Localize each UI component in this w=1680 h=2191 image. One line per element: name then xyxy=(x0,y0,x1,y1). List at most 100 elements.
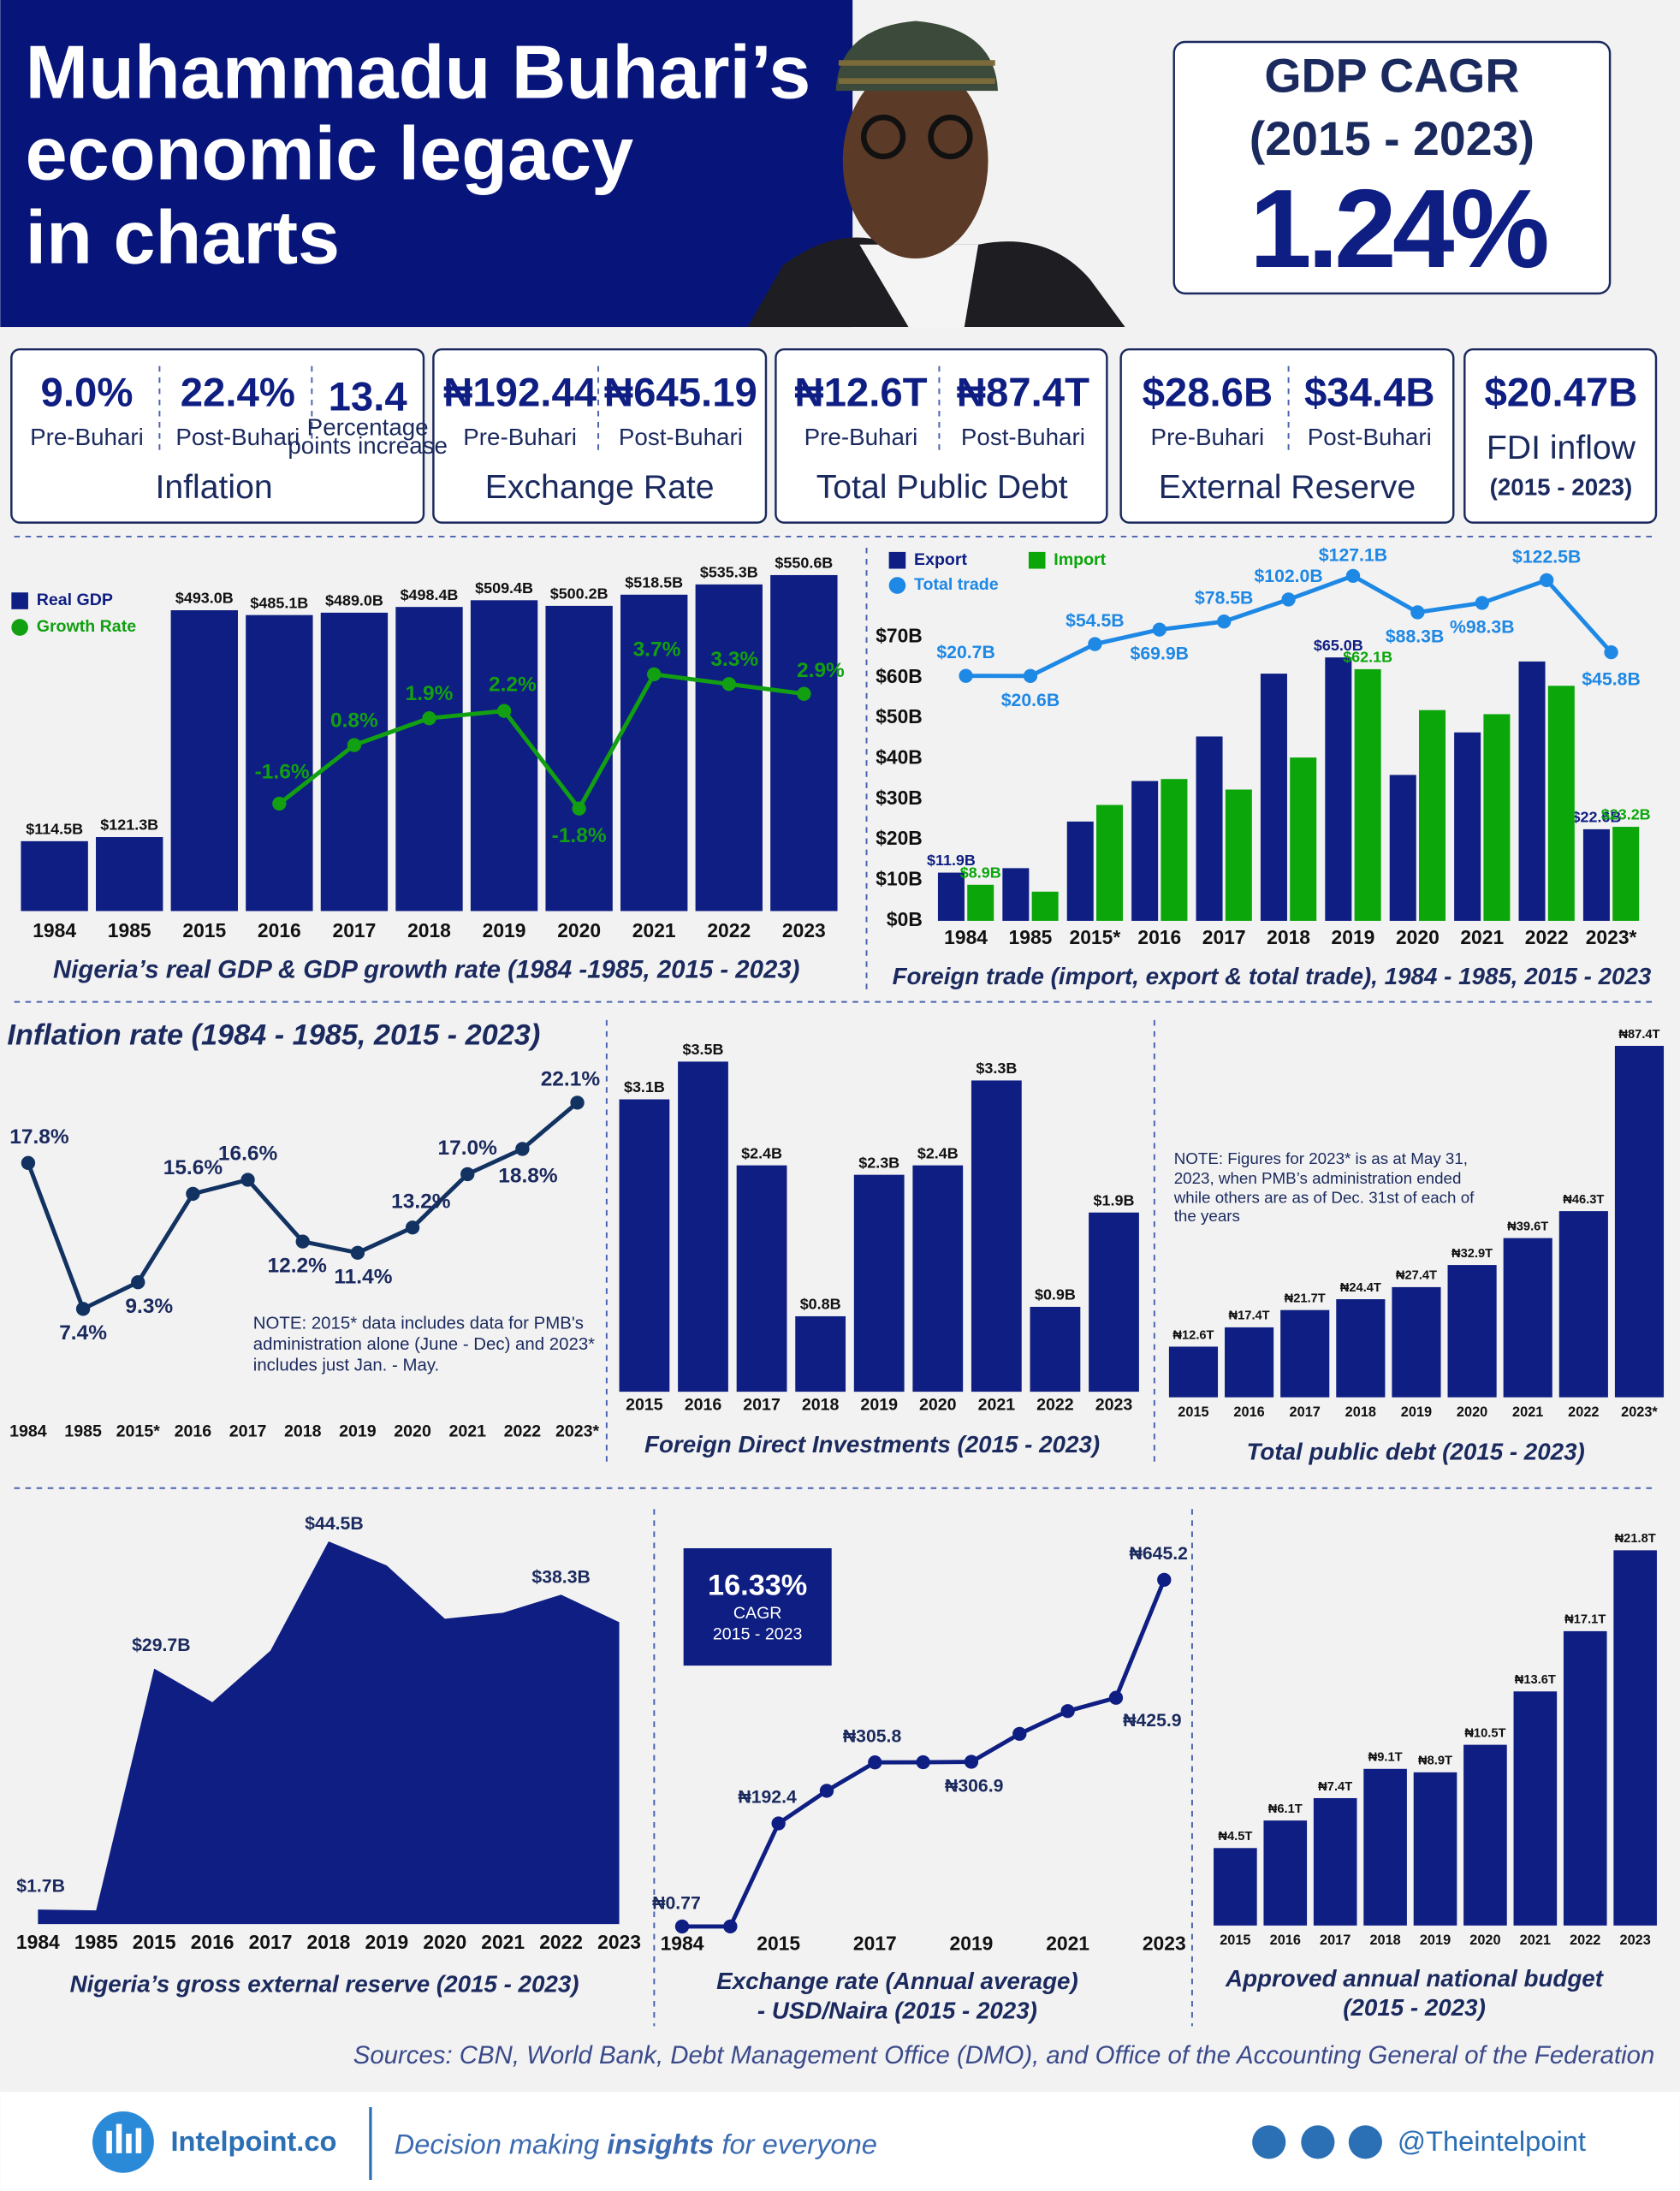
data-label: $122.5B xyxy=(1512,547,1581,567)
data-label: 3.3% xyxy=(710,648,758,671)
note: NOTE: 2015* data includes data for PMB's… xyxy=(252,1313,596,1375)
chart-title: - USD/Naira (2015 - 2023) xyxy=(757,1997,1037,2023)
bar xyxy=(1089,1212,1139,1392)
stat-divider xyxy=(158,365,1290,456)
data-label: $45.8B xyxy=(1582,669,1640,689)
data-label: -1.8% xyxy=(552,824,607,847)
x-tick-label: 2016 xyxy=(685,1396,722,1415)
data-label: $489.0B xyxy=(325,592,383,609)
data-label: $54.5B xyxy=(1066,611,1124,631)
data-label: ₦87.4T xyxy=(1618,1028,1659,1042)
x-tick-label: 2021 xyxy=(1520,1933,1551,1948)
point xyxy=(1152,622,1167,637)
x-tick-label: 2015 xyxy=(1178,1404,1208,1420)
legend-swatch xyxy=(888,551,906,569)
stat-value: $28.6B xyxy=(1143,371,1273,416)
point xyxy=(350,1245,365,1260)
bar xyxy=(1614,1046,1665,1398)
data-label: $1.9B xyxy=(1094,1191,1135,1208)
line xyxy=(277,672,804,811)
stat-label: Post-Buhari xyxy=(1308,424,1432,450)
data-label: 12.2% xyxy=(268,1254,328,1277)
data-label: ₦0.77 xyxy=(652,1893,701,1913)
header-band xyxy=(0,0,853,328)
logo xyxy=(92,2111,154,2173)
stat-label: Pre-Buhari xyxy=(1151,424,1265,450)
data-label: 3.7% xyxy=(633,638,681,662)
data-label: ₦306.9 xyxy=(945,1777,1004,1796)
title-line: Muhammadu Buhari’s xyxy=(26,30,811,115)
brand: Intelpoint.co xyxy=(170,2125,336,2157)
social-icon[interactable] xyxy=(1301,2125,1335,2159)
sources: Sources: CBN, World Bank, Debt Managemen… xyxy=(353,2041,1655,2069)
bar xyxy=(1031,891,1059,921)
bar xyxy=(1168,1346,1219,1398)
point xyxy=(1540,573,1554,588)
bar xyxy=(912,1165,964,1392)
legend-swatch xyxy=(1028,551,1046,569)
stat-value: 9.0% xyxy=(41,371,134,416)
data-label: $23.2B xyxy=(1601,806,1651,823)
stat-value: 22.4% xyxy=(181,371,295,416)
stat-title: External Reserve xyxy=(1159,469,1416,506)
bar xyxy=(1454,732,1481,921)
stat-box xyxy=(432,347,768,524)
x-tick-label: 2019 xyxy=(483,919,526,941)
data-label: $102.0B xyxy=(1254,567,1322,586)
data-label: $127.1B xyxy=(1319,546,1387,566)
stat-value: ₦192.44 xyxy=(443,371,597,416)
bar xyxy=(545,605,613,911)
x-tick-label: 2017 xyxy=(743,1396,781,1415)
bar xyxy=(736,1165,787,1392)
x-tick-label: 2019 xyxy=(1401,1404,1432,1420)
annotation-period: 2015 - 2023 xyxy=(713,1624,803,1643)
legend-swatch xyxy=(11,592,28,609)
y-tick-label: $10B xyxy=(876,868,923,890)
stat-box xyxy=(10,347,425,524)
stat-title: Inflation xyxy=(155,469,272,506)
x-tick-label: 2016 xyxy=(1270,1933,1301,1948)
legend-label: Export xyxy=(914,550,967,569)
point xyxy=(496,704,512,718)
data-label: $8.9B xyxy=(960,864,1001,881)
data-label: $2.3B xyxy=(858,1154,899,1171)
x-tick-label: 2016 xyxy=(1137,926,1181,948)
x-tick-label: 2021 xyxy=(978,1396,1016,1415)
point xyxy=(131,1275,145,1290)
bar xyxy=(1263,1820,1308,1926)
stat-label: Post-Buhari xyxy=(175,424,300,450)
x-tick-label: 2022 xyxy=(1570,1933,1600,1948)
data-label: -1.6% xyxy=(255,761,310,784)
x-tick-label: 2016 xyxy=(191,1931,234,1953)
x-tick-label: 2018 xyxy=(1267,926,1310,948)
x-tick-label: 2023* xyxy=(1621,1404,1658,1420)
stat-label: Percentage xyxy=(307,414,429,441)
chart-title: Exchange rate (Annual average) xyxy=(716,1968,1078,1994)
x-tick-label: 2015 xyxy=(182,919,226,941)
x-tick-label: 2021 xyxy=(1046,1933,1089,1955)
point xyxy=(1023,668,1038,683)
x-tick-label: 2017 xyxy=(1320,1933,1351,1948)
x-tick-label: 2022 xyxy=(1568,1404,1599,1420)
bar xyxy=(971,1080,1022,1392)
x-tick-label: 2021 xyxy=(481,1931,525,1953)
stat-value: $20.47B xyxy=(1484,371,1637,416)
x-tick-label: 2019 xyxy=(1420,1933,1451,1948)
annotation-value: 16.33% xyxy=(708,1570,807,1602)
legend-label: Growth Rate xyxy=(37,617,137,636)
x-tick-label: 1984 xyxy=(33,919,76,941)
bar xyxy=(1325,657,1352,921)
data-label: $509.4B xyxy=(475,579,533,597)
stat-value: ₦645.19 xyxy=(604,371,757,416)
social-icon[interactable] xyxy=(1252,2125,1286,2159)
data-label: ₦46.3T xyxy=(1563,1193,1604,1207)
social-icon[interactable] xyxy=(1348,2125,1382,2159)
x-tick-label: 2016 xyxy=(175,1422,212,1441)
bar xyxy=(1563,1630,1607,1926)
stat-value: 13.4 xyxy=(329,374,408,419)
bar xyxy=(1260,674,1287,921)
x-tick-label: 2020 xyxy=(1457,1404,1487,1420)
stat-label: Pre-Buhari xyxy=(30,424,144,450)
point xyxy=(347,738,362,752)
